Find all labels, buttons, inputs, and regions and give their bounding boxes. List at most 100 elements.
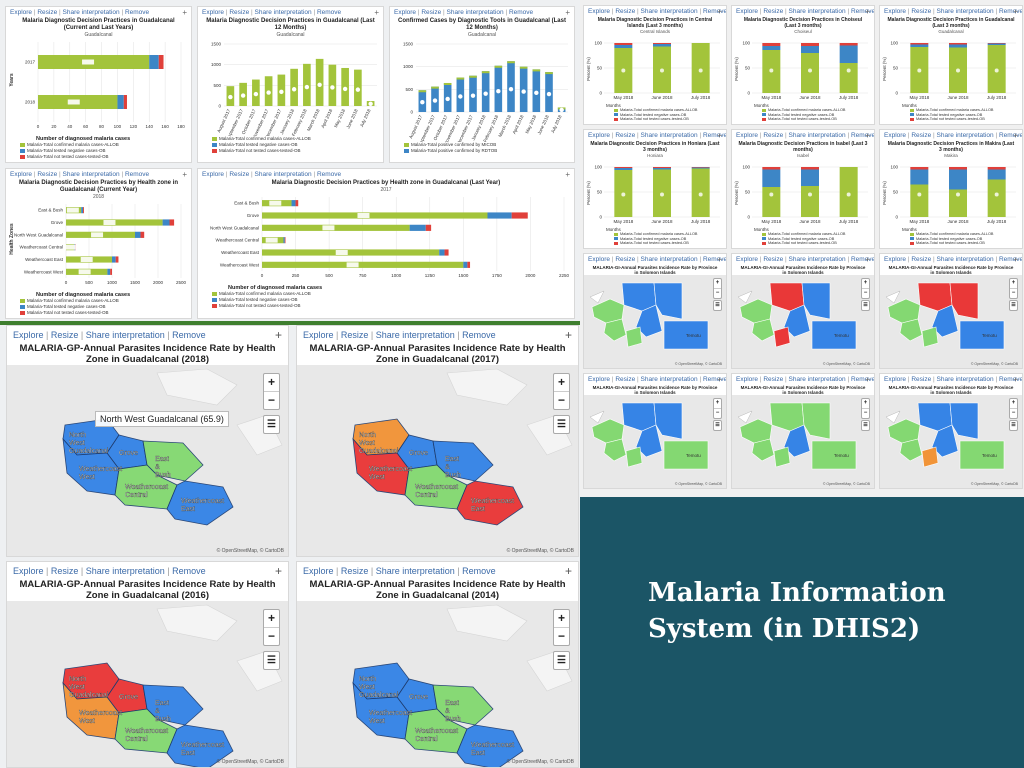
resize-link[interactable]: Resize <box>911 8 932 15</box>
share-interpretation-link[interactable]: Share interpretation <box>788 256 846 263</box>
share-interpretation-link[interactable]: Share interpretation <box>85 330 165 340</box>
share-interpretation-link[interactable]: Share interpretation <box>640 8 698 15</box>
remove-link[interactable]: Remove <box>508 9 534 16</box>
remove-link[interactable]: Remove <box>316 9 342 16</box>
zoom-out-button[interactable]: − <box>863 410 868 416</box>
share-interpretation-link[interactable]: Share interpretation <box>375 330 455 340</box>
resize-link[interactable]: Resize <box>421 9 442 16</box>
resize-link[interactable]: Resize <box>37 171 58 178</box>
explore-link[interactable]: Explore <box>303 566 334 576</box>
resize-link[interactable]: Resize <box>615 8 636 15</box>
expand-icon[interactable]: + <box>717 7 722 16</box>
explore-link[interactable]: Explore <box>202 171 225 178</box>
zoom-out-button[interactable]: − <box>267 629 275 643</box>
resize-link[interactable]: Resize <box>37 9 58 16</box>
expand-icon[interactable]: + <box>717 375 722 384</box>
explore-link[interactable]: Explore <box>303 330 334 340</box>
explore-link[interactable]: Explore <box>736 376 759 383</box>
resize-link[interactable]: Resize <box>763 8 784 15</box>
expand-icon[interactable]: + <box>717 255 722 264</box>
explore-link[interactable]: Explore <box>884 132 907 139</box>
share-interpretation-link[interactable]: Share interpretation <box>936 376 994 383</box>
remove-link[interactable]: Remove <box>702 376 727 383</box>
zoom-in-button[interactable]: + <box>1010 399 1017 409</box>
health-zone-wce[interactable] <box>456 480 524 526</box>
explore-link[interactable]: Explore <box>13 566 44 576</box>
map-canvas[interactable]: North West Guadalcanal Grove East & Bush Weathe… <box>7 601 288 767</box>
resize-link[interactable]: Resize <box>763 132 784 139</box>
expand-icon[interactable]: + <box>865 255 870 264</box>
expand-icon[interactable]: + <box>865 375 870 384</box>
layers-button[interactable]: ☰ <box>861 300 870 311</box>
resize-link[interactable]: Resize <box>229 171 250 178</box>
remove-link[interactable]: Remove <box>998 132 1023 139</box>
remove-link[interactable]: Remove <box>850 256 875 263</box>
expand-icon[interactable]: + <box>865 7 870 16</box>
expand-icon[interactable]: + <box>1013 255 1018 264</box>
zoom-in-button[interactable]: + <box>714 399 721 409</box>
expand-icon[interactable]: + <box>865 131 870 140</box>
remove-link[interactable]: Remove <box>702 256 727 263</box>
zoom-out-button[interactable]: − <box>1011 410 1016 416</box>
resize-link[interactable]: Resize <box>615 256 636 263</box>
zoom-in-button[interactable]: + <box>1010 279 1017 289</box>
share-interpretation-link[interactable]: Share interpretation <box>788 8 846 15</box>
health-zone-wce[interactable] <box>166 724 234 768</box>
remove-link[interactable]: Remove <box>702 132 727 139</box>
explore-link[interactable]: Explore <box>394 9 417 16</box>
layers-button[interactable]: ☰ <box>861 420 870 431</box>
expand-icon[interactable]: + <box>374 8 379 17</box>
map-canvas[interactable]: Temotu + − ☰ © OpenStreetMap, © CartoDB <box>880 395 1022 488</box>
zoom-out-button[interactable]: − <box>557 629 565 643</box>
explore-link[interactable]: Explore <box>884 256 907 263</box>
zoom-in-button[interactable]: + <box>264 374 279 392</box>
map-canvas[interactable]: Temotu + − ☰ © OpenStreetMap, © CartoDB <box>732 275 874 368</box>
resize-link[interactable]: Resize <box>50 330 79 340</box>
expand-icon[interactable]: + <box>182 8 187 17</box>
share-interpretation-link[interactable]: Share interpretation <box>640 256 698 263</box>
health-zone-wce[interactable] <box>166 480 234 526</box>
remove-link[interactable]: Remove <box>124 171 150 178</box>
zoom-out-button[interactable]: − <box>715 290 720 296</box>
map-canvas[interactable]: Temotu + − ☰ © OpenStreetMap, © CartoDB <box>732 395 874 488</box>
resize-link[interactable]: Resize <box>229 9 250 16</box>
map-canvas[interactable]: Temotu + − ☰ © OpenStreetMap, © CartoDB <box>584 275 726 368</box>
explore-link[interactable]: Explore <box>588 256 611 263</box>
share-interpretation-link[interactable]: Share interpretation <box>446 9 504 16</box>
share-interpretation-link[interactable]: Share interpretation <box>254 9 312 16</box>
share-interpretation-link[interactable]: Share interpretation <box>640 376 698 383</box>
map-canvas[interactable]: Temotu + − ☰ © OpenStreetMap, © CartoDB <box>880 275 1022 368</box>
expand-icon[interactable]: + <box>564 564 572 578</box>
remove-link[interactable]: Remove <box>850 132 875 139</box>
remove-link[interactable]: Remove <box>850 376 875 383</box>
zoom-in-button[interactable]: + <box>554 374 569 392</box>
explore-link[interactable]: Explore <box>588 376 611 383</box>
resize-link[interactable]: Resize <box>911 132 932 139</box>
expand-icon[interactable]: + <box>1013 131 1018 140</box>
explore-link[interactable]: Explore <box>884 8 907 15</box>
expand-icon[interactable]: + <box>565 170 570 179</box>
resize-link[interactable]: Resize <box>911 376 932 383</box>
map-canvas[interactable]: North West Guadalcanal Grove East & Bush Weathe… <box>7 365 288 556</box>
remove-link[interactable]: Remove <box>172 566 206 576</box>
zoom-in-button[interactable]: + <box>862 279 869 289</box>
resize-link[interactable]: Resize <box>615 132 636 139</box>
remove-link[interactable]: Remove <box>998 8 1023 15</box>
zoom-in-button[interactable]: + <box>264 610 279 628</box>
explore-link[interactable]: Explore <box>736 8 759 15</box>
share-interpretation-link[interactable]: Share interpretation <box>936 256 994 263</box>
explore-link[interactable]: Explore <box>884 376 907 383</box>
share-interpretation-link[interactable]: Share interpretation <box>640 132 698 139</box>
layers-button[interactable]: ☰ <box>553 415 570 434</box>
layers-button[interactable]: ☰ <box>553 651 570 670</box>
remove-link[interactable]: Remove <box>124 9 150 16</box>
map-canvas[interactable]: North West Guadalcanal Grove East & Bush Weathe… <box>297 601 578 767</box>
resize-link[interactable]: Resize <box>340 330 369 340</box>
remove-link[interactable]: Remove <box>850 8 875 15</box>
remove-link[interactable]: Remove <box>998 376 1023 383</box>
resize-link[interactable]: Resize <box>50 566 79 576</box>
layers-button[interactable]: ☰ <box>263 651 280 670</box>
remove-link[interactable]: Remove <box>998 256 1023 263</box>
resize-link[interactable]: Resize <box>763 376 784 383</box>
layers-button[interactable]: ☰ <box>1009 300 1018 311</box>
